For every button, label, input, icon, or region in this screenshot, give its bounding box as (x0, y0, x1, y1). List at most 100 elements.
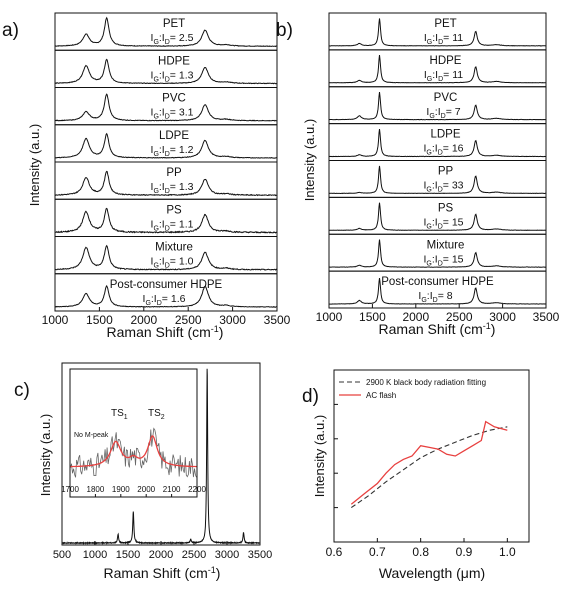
panel-c-label: c) (14, 380, 30, 401)
inset-x-tick-label: 2200 (188, 485, 206, 494)
panel-b-x-ticks: 1000 1500 2000 2500 3000 3500 (316, 304, 560, 324)
inset-x-tick-label: 1700 (61, 485, 79, 494)
strip-ldpe: LDPE IG:ID= 16 (328, 123, 547, 161)
spectrum-line-pet (54, 16, 277, 48)
ratio-value: 1.3 (179, 181, 194, 193)
ratio-value: 15 (452, 253, 464, 265)
strip-pet: PET IG:ID= 2.5 (54, 12, 278, 51)
panel-c-inset: 1700 1800 1900 2000 2100 2200 No M-peak TS1 T… (61, 368, 206, 498)
inset-frame (69, 368, 198, 498)
ratio-label: IG:ID= 1.3 (151, 69, 194, 83)
panel-a-x-ticks: 1000 1500 2000 2500 3000 3500 (42, 307, 291, 327)
x-tick-label: 2500 (182, 549, 206, 561)
panel-b: b) PET IG:ID= 11 HDPE IG:ID= 11 PVC IG:ID= 7 L… (276, 12, 560, 337)
ratio-value: 33 (452, 180, 464, 192)
spectrum-line-ldpe (328, 128, 546, 158)
spectrum-line-pp (328, 165, 546, 195)
strip-pp: PP IG:ID= 1.3 (54, 161, 278, 200)
series-name-label: HDPE (158, 55, 190, 67)
strip-hdpe: HDPE IG:ID= 1.3 (54, 49, 278, 88)
series-name-label: Mixture (155, 242, 193, 254)
x-tick-label: 0.9 (456, 545, 473, 559)
series-name-label: PS (438, 202, 454, 214)
strip-post-consumer-hdpe: Post-consumer HDPE IG:ID= 1.6 (54, 273, 278, 312)
panel-d: d) 0.6 0.7 0.8 0.9 1.0 2900 K black body rad… (302, 369, 530, 581)
spectrum-line-mixture (328, 239, 546, 268)
series-name-label: LDPE (430, 129, 460, 141)
spectrum-line-post-consumer-hdpe (55, 284, 277, 308)
x-tick-label: 2000 (149, 549, 173, 561)
inset-ts1-label: TS1 (111, 408, 128, 421)
x-tick-label: 500 (53, 549, 71, 561)
ratio-value: 11 (452, 32, 463, 44)
x-tick-label: 3500 (264, 313, 291, 327)
strip-hdpe: HDPE IG:ID= 11 (328, 49, 547, 88)
panel-a-strips: PET IG:ID= 2.5 HDPE IG:ID= 1.3 PVC IG:ID= 3.1… (54, 12, 278, 312)
ratio-label: IG:ID= 1.1 (151, 218, 194, 232)
ratio-value: 11 (452, 69, 463, 81)
panel-a-x-axis-label: Raman Shift (cm-1) (107, 324, 224, 340)
ratio-label: IG:ID= 33 (423, 180, 463, 194)
strip-frame (328, 270, 547, 309)
inset-data-line (70, 427, 197, 478)
ratio-label: IG:ID= 15 (423, 253, 463, 267)
strip-pp: PP IG:ID= 33 (328, 160, 547, 198)
ac-flash-line (350, 420, 508, 505)
x-tick-label: 3000 (489, 310, 516, 324)
x-tick-label: 1500 (86, 313, 113, 327)
panel-b-y-axis-label: Intensity (a.u.) (302, 119, 317, 201)
panel-d-y-ticks (334, 403, 338, 509)
strip-ps: PS IG:ID= 1.1 (54, 198, 278, 237)
series-name-label: PET (434, 18, 456, 30)
ratio-value: 16 (452, 143, 464, 155)
ratio-value: 1.6 (171, 293, 186, 305)
x-tick-label: 2500 (175, 313, 202, 327)
series-name-label: HDPE (430, 55, 462, 67)
strip-pvc: PVC IG:ID= 7 (328, 86, 547, 125)
spectrum-line-ps (329, 202, 546, 231)
x-tick-label: 1000 (316, 310, 343, 324)
inset-no-m-peak-label: No M-peak (74, 432, 109, 439)
x-tick-label: 1000 (42, 313, 69, 327)
x-tick-label: 2000 (130, 313, 157, 327)
series-name-label: Post-consumer HDPE (110, 279, 223, 291)
spectrum-line-hdpe (329, 55, 546, 84)
panel-d-x-ticks: 0.6 0.7 0.8 0.9 1.0 (326, 538, 516, 559)
strip-mixture: Mixture IG:ID= 1.0 (54, 236, 278, 275)
ratio-value: 8 (447, 290, 453, 302)
x-tick-label: 0.8 (412, 545, 429, 559)
ratio-value: 2.5 (179, 32, 194, 44)
panel-b-x-axis-label: Raman Shift (cm-1) (379, 321, 496, 337)
series-name-label: PP (166, 167, 182, 179)
inset-x-ticks: 1700 1800 1900 2000 2100 2200 (61, 485, 206, 497)
series-name-label: Post-consumer HDPE (381, 276, 494, 288)
series-name-label: PP (438, 166, 454, 178)
strip-mixture: Mixture IG:ID= 15 (328, 233, 547, 272)
spectrum-line-pvc (55, 93, 277, 122)
inset-ts2-label: TS2 (148, 408, 165, 421)
panel-d-frame (333, 369, 530, 543)
panel-b-strips: PET IG:ID= 11 HDPE IG:ID= 11 PVC IG:ID= 7 LDPE… (328, 12, 547, 309)
inset-x-tick-label: 2000 (137, 485, 155, 494)
x-tick-label: 3500 (533, 310, 560, 324)
series-name-label: PS (166, 204, 182, 216)
inset-fit-line (70, 435, 197, 468)
panel-b-label: b) (276, 20, 293, 41)
strip-ldpe: LDPE IG:ID= 1.2 (54, 124, 278, 163)
x-tick-label: 2500 (446, 310, 473, 324)
x-tick-label: 0.6 (326, 545, 343, 559)
panel-c-x-ticks: 500 1000 1500 2000 2500 3000 3500 (53, 541, 272, 561)
spectrum-line-pp (54, 170, 277, 197)
ratio-value: 1.1 (179, 218, 194, 230)
ratio-label: IG:ID= 11 (424, 32, 463, 46)
x-tick-label: 3000 (219, 313, 246, 327)
spectrum-line-ldpe (54, 132, 277, 159)
panel-d-y-axis-label: Intensity (a.u.) (312, 415, 327, 497)
series-name-label: PVC (434, 92, 458, 104)
panel-c-y-axis-label: Intensity (a.u.) (38, 414, 53, 496)
x-tick-label: 0.7 (369, 545, 386, 559)
x-tick-label: 1500 (359, 310, 386, 324)
strip-frame (54, 273, 278, 312)
ratio-label: IG:ID= 7 (426, 106, 460, 120)
